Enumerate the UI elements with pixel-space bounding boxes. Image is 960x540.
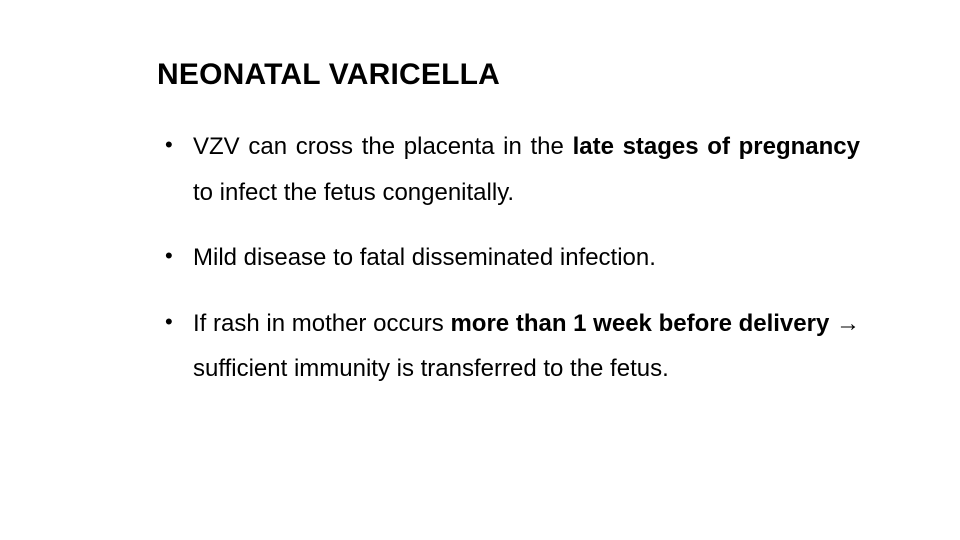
text-run: more than 1 week before delivery [450,310,829,337]
text-run: VZV can cross the placenta in the [193,133,573,160]
bullet-item: If rash in mother occurs more than 1 wee… [193,301,860,392]
slide: NEONATAL VARICELLA VZV can cross the pla… [0,0,960,540]
text-run: to infect the fetus congenitally. [193,179,514,206]
slide-title: NEONATAL VARICELLA [157,58,860,92]
bullet-list: VZV can cross the placenta in the late s… [157,124,860,392]
text-run: late stages of pregnancy [573,133,860,160]
text-run: Mild disease to fatal disseminated infec… [193,244,656,271]
text-run: If rash in mother occurs [193,310,450,337]
bullet-item: VZV can cross the placenta in the late s… [193,124,860,215]
bullet-item: Mild disease to fatal disseminated infec… [193,235,860,281]
